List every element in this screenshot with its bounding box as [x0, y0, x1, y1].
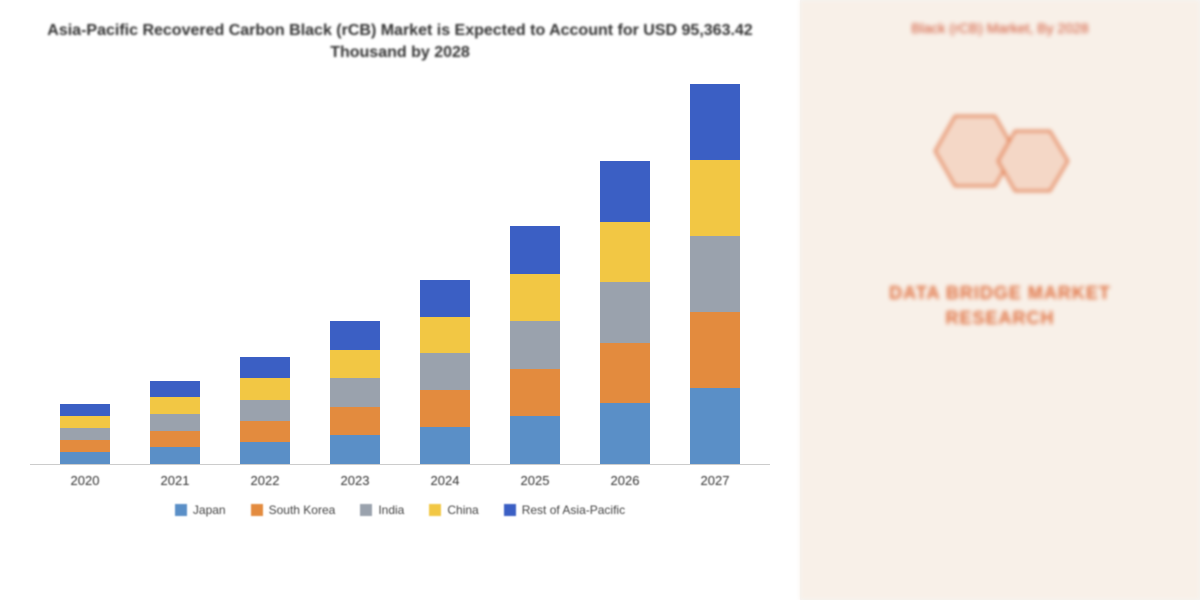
- legend-swatch: [251, 504, 263, 516]
- bar-segment: [60, 440, 110, 452]
- bar-segment: [690, 236, 740, 312]
- bar-group: [585, 161, 664, 464]
- stacked-bar: [600, 161, 650, 464]
- bar-segment: [510, 274, 560, 322]
- legend-swatch: [175, 504, 187, 516]
- bar-group: [225, 357, 304, 464]
- hexagon-icon: [910, 96, 1090, 241]
- legend-item: South Korea: [251, 503, 336, 517]
- bar-segment: [330, 435, 380, 464]
- branding-panel: Black (rCB) Market, By 2028 DATA BRIDGE …: [800, 0, 1200, 600]
- x-axis-label: 2022: [225, 473, 304, 488]
- legend-label: South Korea: [269, 503, 336, 517]
- bar-segment: [690, 312, 740, 388]
- bar-segment: [420, 280, 470, 317]
- bar-segment: [240, 442, 290, 463]
- bar-segment: [60, 416, 110, 428]
- bar-segment: [150, 381, 200, 398]
- x-axis-label: 2025: [495, 473, 574, 488]
- bar-segment: [510, 226, 560, 274]
- bar-segment: [60, 452, 110, 464]
- bar-group: [405, 280, 484, 464]
- bar-segment: [60, 428, 110, 440]
- bar-segment: [150, 414, 200, 431]
- bar-segment: [240, 421, 290, 442]
- bar-segment: [600, 222, 650, 283]
- chart-legend: Japan South Korea India China Rest of Asia-P…: [30, 503, 770, 517]
- stacked-bar: [420, 280, 470, 464]
- legend-swatch: [504, 504, 516, 516]
- bar-segment: [240, 378, 290, 399]
- bar-group: [675, 84, 754, 464]
- legend-item: India: [360, 503, 404, 517]
- bar-segment: [240, 357, 290, 378]
- bar-segment: [690, 84, 740, 160]
- stacked-bar: [60, 404, 110, 463]
- bar-segment: [330, 350, 380, 379]
- bar-segment: [420, 353, 470, 390]
- bar-segment: [600, 161, 650, 222]
- legend-label: Japan: [193, 503, 226, 517]
- stacked-bar: [150, 381, 200, 464]
- chart-area: 2020 2021 2022 2023 2024 2025 2026 2027 Japan So…: [30, 85, 770, 580]
- bar-segment: [690, 388, 740, 464]
- bar-group: [495, 226, 574, 464]
- legend-item: China: [429, 503, 478, 517]
- stacked-bar: [510, 226, 560, 464]
- bar-segment: [330, 321, 380, 350]
- bar-segment: [600, 282, 650, 343]
- bar-segment: [600, 403, 650, 464]
- bar-segment: [510, 321, 560, 369]
- bar-segment: [150, 397, 200, 414]
- stacked-bar: [240, 357, 290, 464]
- bar-segment: [510, 416, 560, 464]
- right-header-text: Black (rCB) Market, By 2028: [911, 20, 1088, 36]
- bar-segment: [60, 404, 110, 416]
- bar-segment: [420, 317, 470, 354]
- bar-segment: [510, 369, 560, 417]
- legend-swatch: [360, 504, 372, 516]
- x-axis-label: 2021: [135, 473, 214, 488]
- x-axis-label: 2027: [675, 473, 754, 488]
- bar-segment: [600, 343, 650, 404]
- legend-item: Japan: [175, 503, 226, 517]
- chart-title: Asia-Pacific Recovered Carbon Black (rCB…: [30, 20, 770, 65]
- brand-line-2: RESEARCH: [889, 306, 1111, 331]
- brand-line-1: DATA BRIDGE MARKET: [889, 281, 1111, 306]
- x-axis-label: 2020: [45, 473, 124, 488]
- bar-segment: [150, 431, 200, 448]
- bars-container: [30, 85, 770, 465]
- legend-label: China: [447, 503, 478, 517]
- bar-group: [135, 381, 214, 464]
- x-axis-label: 2023: [315, 473, 394, 488]
- stacked-bar: [330, 321, 380, 464]
- bar-group: [45, 404, 124, 463]
- bar-segment: [240, 400, 290, 421]
- x-axis-label: 2024: [405, 473, 484, 488]
- bar-segment: [330, 378, 380, 407]
- x-axis-label: 2026: [585, 473, 664, 488]
- bar-group: [315, 321, 394, 464]
- legend-label: Rest of Asia-Pacific: [522, 503, 625, 517]
- bar-segment: [420, 390, 470, 427]
- brand-text: DATA BRIDGE MARKET RESEARCH: [889, 281, 1111, 331]
- bar-segment: [690, 160, 740, 236]
- legend-item: Rest of Asia-Pacific: [504, 503, 625, 517]
- x-axis-labels: 2020 2021 2022 2023 2024 2025 2026 2027: [30, 465, 770, 488]
- bar-segment: [420, 427, 470, 464]
- chart-panel: Asia-Pacific Recovered Carbon Black (rCB…: [0, 0, 800, 600]
- legend-swatch: [429, 504, 441, 516]
- legend-label: India: [378, 503, 404, 517]
- bar-segment: [330, 407, 380, 436]
- bar-segment: [150, 447, 200, 464]
- stacked-bar: [690, 84, 740, 464]
